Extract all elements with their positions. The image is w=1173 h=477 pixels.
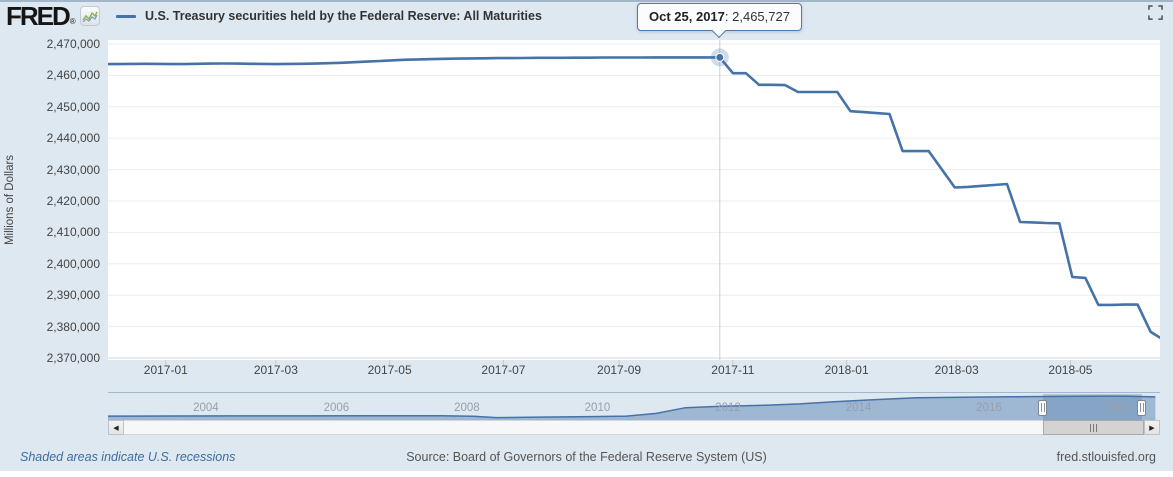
navigator-year-label: 2014 — [845, 402, 872, 414]
chart-legend: U.S. Treasury securities held by the Fed… — [116, 8, 542, 24]
fred-logo-text: FRED — [6, 1, 71, 31]
x-axis-tick-label: 2017-03 — [253, 363, 298, 377]
fullscreen-icon — [1147, 5, 1163, 20]
navigator-selected-range[interactable] — [1043, 394, 1142, 422]
navigator-year-label: 2008 — [454, 402, 480, 414]
x-axis-tick-label: 2018-03 — [934, 363, 979, 377]
main-chart-plot-area — [106, 40, 1162, 366]
y-axis-title-area: Millions of Dollars — [4, 155, 16, 245]
y-axis-tick-label: 2,460,000 — [46, 68, 100, 83]
series-title-link[interactable]: U.S. Treasury securities held by the Fed… — [145, 9, 542, 23]
right-arrow-icon: ▶ — [1149, 424, 1155, 432]
navigator-year-label: 2010 — [584, 402, 611, 414]
y-axis-tick-label: 2,450,000 — [46, 99, 100, 114]
x-axis-tick-label: 2017-05 — [367, 363, 412, 377]
top-border — [0, 0, 1173, 2]
source-attribution: Source: Board of Governors of the Federa… — [406, 450, 767, 464]
tooltip-date: Oct 25, 2017 — [649, 9, 725, 24]
navigator-year-label: 2012 — [715, 402, 741, 414]
y-axis-tick-label: 2,390,000 — [46, 288, 100, 303]
handle-grip — [1139, 403, 1144, 412]
navigator-year-label: 2018 — [1106, 402, 1133, 414]
fred-site-link[interactable]: fred.stlouisfed.org — [1056, 450, 1156, 464]
x-axis-tick-label: 2017-09 — [597, 363, 642, 377]
navigator-year-label: 2016 — [976, 402, 1002, 414]
navigator-area-chart — [108, 395, 1156, 422]
scrollbar-track[interactable] — [108, 420, 1160, 435]
sparkline-chart-icon — [79, 6, 100, 26]
recessions-note-link[interactable]: Shaded areas indicate U.S. recessions — [20, 450, 236, 464]
tooltip-separator: : — [724, 9, 733, 24]
x-axis-tick-label: 2018-05 — [1048, 363, 1093, 377]
y-axis-tick-label: 2,420,000 — [46, 194, 100, 208]
navigator-year-label: 2006 — [323, 402, 350, 414]
scrollbar-left-button[interactable]: ◀ — [108, 420, 124, 435]
y-axis-tick-label: 2,440,000 — [46, 131, 100, 146]
scrollbar-right-button[interactable]: ▶ — [1144, 420, 1160, 435]
data-line — [106, 56, 1162, 339]
registered-mark: ® — [69, 17, 76, 26]
left-arrow-icon: ◀ — [113, 424, 119, 432]
range-selector: 2004 2006 2008 2010 2012 2014 2016 2018 — [108, 392, 1160, 422]
fred-logo[interactable]: FRED ® — [6, 3, 100, 29]
y-axis-tick-labels: 2,470,000 2,460,000 2,450,000 2,440,000 2,43… — [0, 37, 100, 370]
scrollbar-thumb-grip — [1089, 423, 1098, 432]
x-axis-tick-label: 2017-01 — [143, 363, 188, 377]
x-axis-tick-labels: 2017-01 2017-03 2017-05 2017-07 2017-09 2017-… — [108, 363, 1160, 379]
x-axis-tick-label: 2017-07 — [481, 363, 526, 377]
y-axis-title: Millions of Dollars — [4, 155, 16, 245]
series-line-swatch — [116, 14, 136, 18]
data-point-marker[interactable] — [715, 52, 725, 62]
bottom-strip — [0, 471, 1173, 477]
y-axis-tick-label: 2,400,000 — [46, 256, 100, 271]
handle-grip — [1040, 403, 1045, 412]
main-chart — [106, 40, 1162, 366]
navigator-left-handle[interactable] — [1038, 400, 1047, 416]
y-axis-tick-label: 2,380,000 — [46, 319, 100, 334]
fullscreen-button[interactable] — [1146, 5, 1164, 23]
navigator-right-handle[interactable] — [1137, 400, 1146, 416]
x-axis-tick-label: 2018-01 — [824, 363, 869, 377]
plot-background — [108, 40, 1160, 360]
tooltip-pointer — [712, 23, 727, 39]
navigator-area-line — [108, 395, 1156, 419]
tooltip: Oct 25, 2017: 2,465,727 — [637, 3, 802, 39]
y-axis-tick-label: 2,430,000 — [46, 162, 100, 177]
y-axis-tick-label: 2,370,000 — [46, 351, 100, 365]
tooltip-value: 2,465,727 — [732, 9, 790, 24]
chart-scrollbar: ◀ ▶ — [108, 420, 1160, 435]
y-axis-tick-label: 2,470,000 — [46, 37, 100, 51]
navigator-year-label: 2004 — [193, 402, 219, 414]
x-axis-tick-label: 2017-11 — [711, 363, 755, 377]
y-axis-tick-label: 2,410,000 — [46, 225, 100, 240]
navigator-area-fill — [108, 396, 1156, 422]
scrollbar-thumb[interactable] — [1043, 420, 1144, 435]
